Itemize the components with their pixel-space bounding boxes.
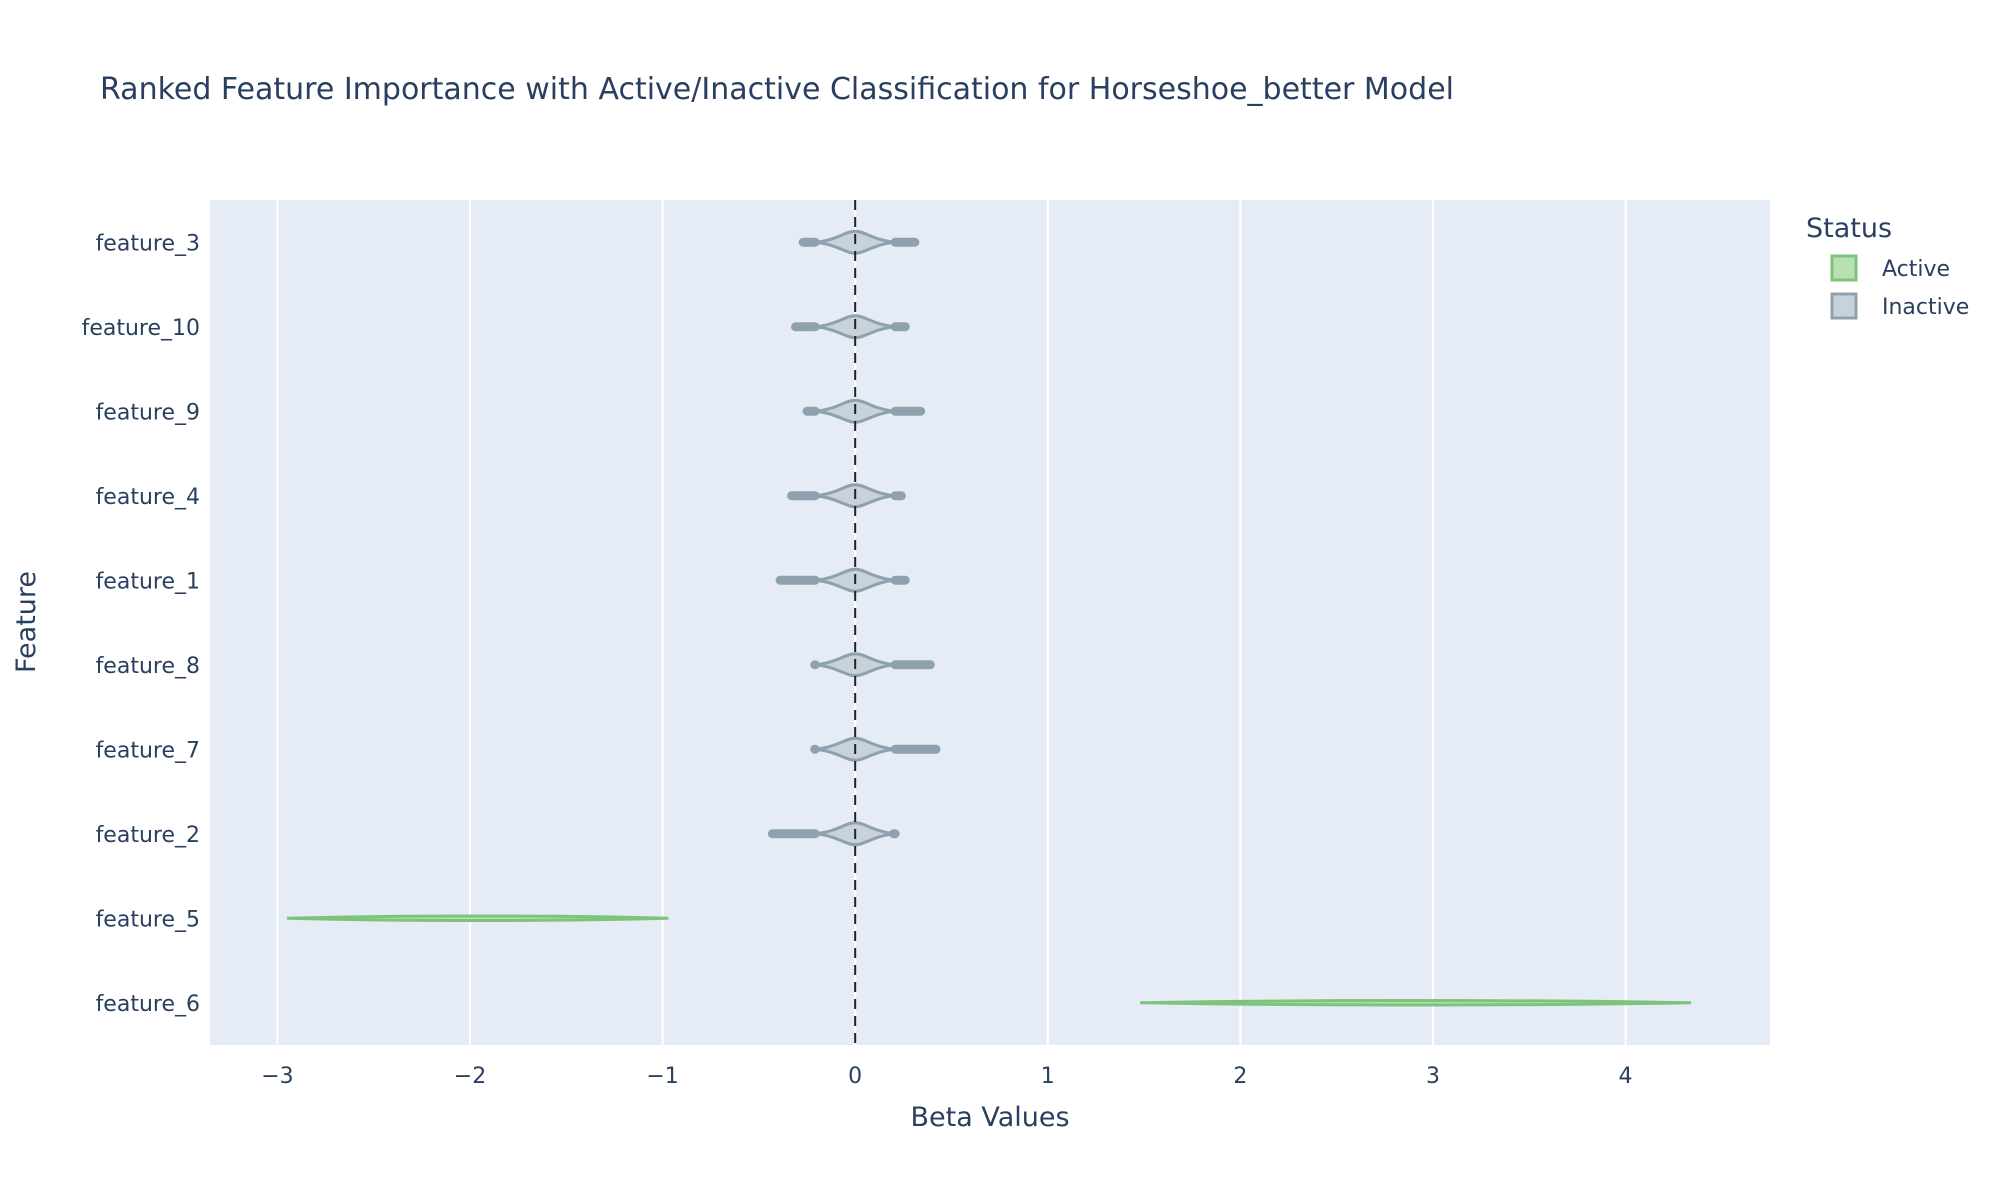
y-tick-label: feature_1 <box>96 569 200 594</box>
y-tick-label: feature_2 <box>96 823 200 848</box>
y-tick-label: feature_10 <box>82 316 200 341</box>
x-tick-label: 1 <box>1041 1064 1055 1089</box>
y-tick-labels: feature_3 feature_10 feature_9 feature_4fea… <box>82 231 200 1017</box>
x-tick-labels: −3 −2 −1 0 1 2 3 4 <box>261 1064 1632 1089</box>
legend-item-active[interactable]: Active <box>1830 254 1950 282</box>
y-tick-label: feature_5 <box>96 907 200 932</box>
legend-swatch <box>1830 254 1858 282</box>
y-axis-title: Feature <box>11 571 42 673</box>
x-tick-label: 2 <box>1233 1064 1247 1089</box>
legend: Status Active Inactive <box>1806 213 1969 320</box>
x-tick-label: −3 <box>261 1064 293 1089</box>
violins <box>286 229 1692 1007</box>
x-tick-label: −2 <box>454 1064 486 1089</box>
y-tick-label: feature_9 <box>96 400 200 425</box>
violin-feature_5 <box>286 914 669 922</box>
y-tick-label: feature_8 <box>96 654 200 679</box>
y-tick-label: feature_7 <box>96 738 200 763</box>
violin-feature_6 <box>1140 999 1692 1007</box>
legend-title: Status <box>1806 213 1892 244</box>
violin-body <box>1140 999 1692 1007</box>
legend-items: Active Inactive <box>1830 254 1969 320</box>
x-tick-label: 0 <box>848 1064 862 1089</box>
x-tick-label: 3 <box>1426 1064 1440 1089</box>
violin-body <box>286 914 669 922</box>
y-tick-label: feature_6 <box>96 992 200 1017</box>
legend-label: Active <box>1882 257 1950 282</box>
chart-title: Ranked Feature Importance with Active/In… <box>100 72 1454 107</box>
x-tick-label: −1 <box>646 1064 678 1089</box>
legend-swatch <box>1830 292 1858 320</box>
x-tick-label: 4 <box>1619 1064 1633 1089</box>
y-tick-label: feature_4 <box>96 485 200 510</box>
legend-item-inactive[interactable]: Inactive <box>1830 292 1969 320</box>
y-tick-label: feature_3 <box>96 231 200 256</box>
x-axis-title: Beta Values <box>910 1102 1069 1133</box>
legend-label: Inactive <box>1882 295 1969 320</box>
